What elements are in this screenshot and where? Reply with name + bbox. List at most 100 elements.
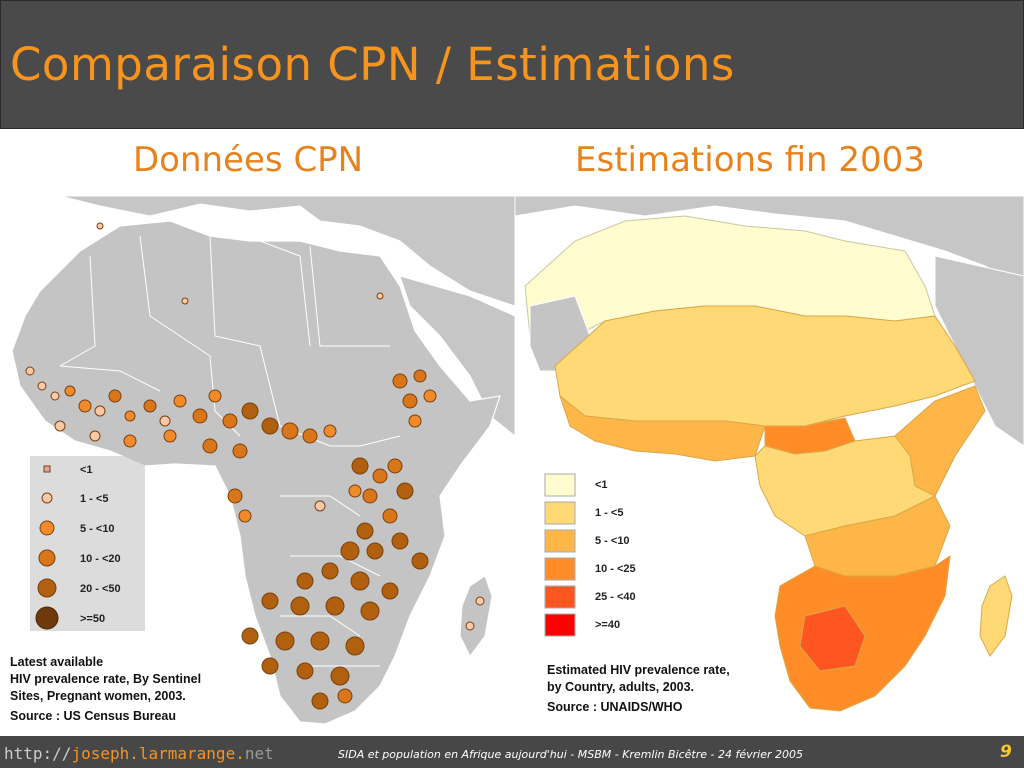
caption-line: Sites, Pregnant women, 2003. <box>10 689 186 703</box>
site-marker <box>348 484 362 498</box>
legend-swatch <box>544 501 576 525</box>
legend-swatch <box>544 613 576 637</box>
site-marker <box>340 541 360 561</box>
site-marker <box>362 488 378 504</box>
left-map-caption: Latest available HIV prevalence rate, By… <box>10 654 201 725</box>
site-marker <box>275 631 295 651</box>
url-tld: net <box>244 744 274 763</box>
site-marker <box>64 385 76 397</box>
legend-label: >=50 <box>80 613 105 625</box>
site-marker <box>423 389 437 403</box>
url-domain: joseph.larmarange. <box>71 744 245 763</box>
legend-label: 10 - <25 <box>595 563 636 575</box>
country-estimates-map: <1 1 - <5 5 - <10 10 - <25 25 - <40 >=40 <box>515 196 1024 736</box>
region-botswana <box>799 605 866 672</box>
region-east <box>894 385 986 497</box>
legend-swatch <box>43 465 51 473</box>
source-line: Source : UNAIDS/WHO <box>547 700 683 714</box>
left-legend: <1 1 - <5 5 - <10 10 - <20 20 - <50 >=50 <box>30 456 145 631</box>
legend-label: 10 - <20 <box>80 553 121 565</box>
site-marker <box>89 430 101 442</box>
legend-background <box>30 456 145 631</box>
legend-label: 1 - <5 <box>80 493 108 505</box>
site-marker <box>238 509 252 523</box>
legend-swatch <box>41 492 53 504</box>
site-marker <box>360 601 380 621</box>
site-marker <box>159 415 171 427</box>
site-marker <box>396 482 414 500</box>
title-bar <box>0 0 1024 129</box>
site-marker <box>173 394 187 408</box>
site-marker <box>208 389 222 403</box>
site-marker <box>261 417 279 435</box>
legend-swatch <box>39 520 55 536</box>
site-marker <box>310 631 330 651</box>
site-marker <box>192 408 208 424</box>
site-marker <box>475 596 485 606</box>
legend-label: <1 <box>595 479 608 491</box>
site-marker <box>54 420 66 432</box>
site-marker <box>123 434 137 448</box>
right-map-heading: Estimations fin 2003 <box>575 140 925 180</box>
legend-label: <1 <box>80 464 93 476</box>
site-marker <box>222 413 238 429</box>
legend-label: 20 - <50 <box>80 583 121 595</box>
site-marker <box>241 627 259 645</box>
caption-line: Latest available <box>10 655 104 669</box>
legend-swatch <box>38 549 56 567</box>
site-marker <box>321 562 339 580</box>
site-marker <box>296 662 314 680</box>
site-marker <box>261 592 279 610</box>
site-marker <box>281 422 299 440</box>
site-marker <box>382 508 398 524</box>
site-marker <box>202 438 218 454</box>
site-marker <box>227 488 243 504</box>
legend-swatch <box>544 473 576 497</box>
footer-text: SIDA et population en Afrique aujourd'hu… <box>338 748 803 761</box>
legend-swatch <box>544 529 576 553</box>
legend-swatch <box>544 585 576 609</box>
caption-line: by Country, adults, 2003. <box>547 680 695 694</box>
site-marker <box>381 582 399 600</box>
site-marker <box>325 596 345 616</box>
arabia-landmass <box>934 255 1024 447</box>
source-line: Source : US Census Bureau <box>10 709 177 723</box>
caption-line: HIV prevalence rate, By Sentinel <box>10 672 202 686</box>
site-marker <box>108 389 122 403</box>
site-marker <box>350 571 370 591</box>
legend-label: 25 - <40 <box>595 591 636 603</box>
site-markers <box>25 222 485 710</box>
site-marker <box>290 596 310 616</box>
site-marker <box>330 666 350 686</box>
footer-url[interactable]: http://joseph.larmarange.net <box>4 744 274 763</box>
site-marker <box>387 458 403 474</box>
site-marker <box>163 429 177 443</box>
legend-swatch <box>37 578 57 598</box>
site-marker <box>413 369 427 383</box>
site-marker <box>78 399 92 413</box>
site-marker <box>314 500 326 512</box>
site-marker <box>302 428 318 444</box>
site-marker <box>181 297 189 305</box>
site-marker <box>241 402 259 420</box>
site-marker <box>94 405 106 417</box>
region-madagascar <box>979 575 1013 657</box>
site-marker <box>37 381 47 391</box>
site-marker <box>345 636 365 656</box>
site-marker <box>311 692 329 710</box>
left-map-heading: Données CPN <box>133 140 364 180</box>
site-marker <box>124 410 136 422</box>
site-marker <box>143 399 157 413</box>
site-marker <box>376 292 384 300</box>
site-marker <box>323 424 337 438</box>
right-map-caption: Estimated HIV prevalence rate, by Countr… <box>547 662 730 716</box>
legend-label: 5 - <10 <box>80 523 115 535</box>
site-marker <box>50 391 60 401</box>
sentinel-sites-map: <1 1 - <5 5 - <10 10 - <20 20 - <50 >=50 <box>0 196 515 736</box>
site-marker <box>392 373 408 389</box>
site-marker <box>408 414 422 428</box>
site-marker <box>402 393 418 409</box>
legend-label: 5 - <10 <box>595 535 630 547</box>
legend-label: 1 - <5 <box>595 507 623 519</box>
europe-landmass <box>59 196 515 307</box>
